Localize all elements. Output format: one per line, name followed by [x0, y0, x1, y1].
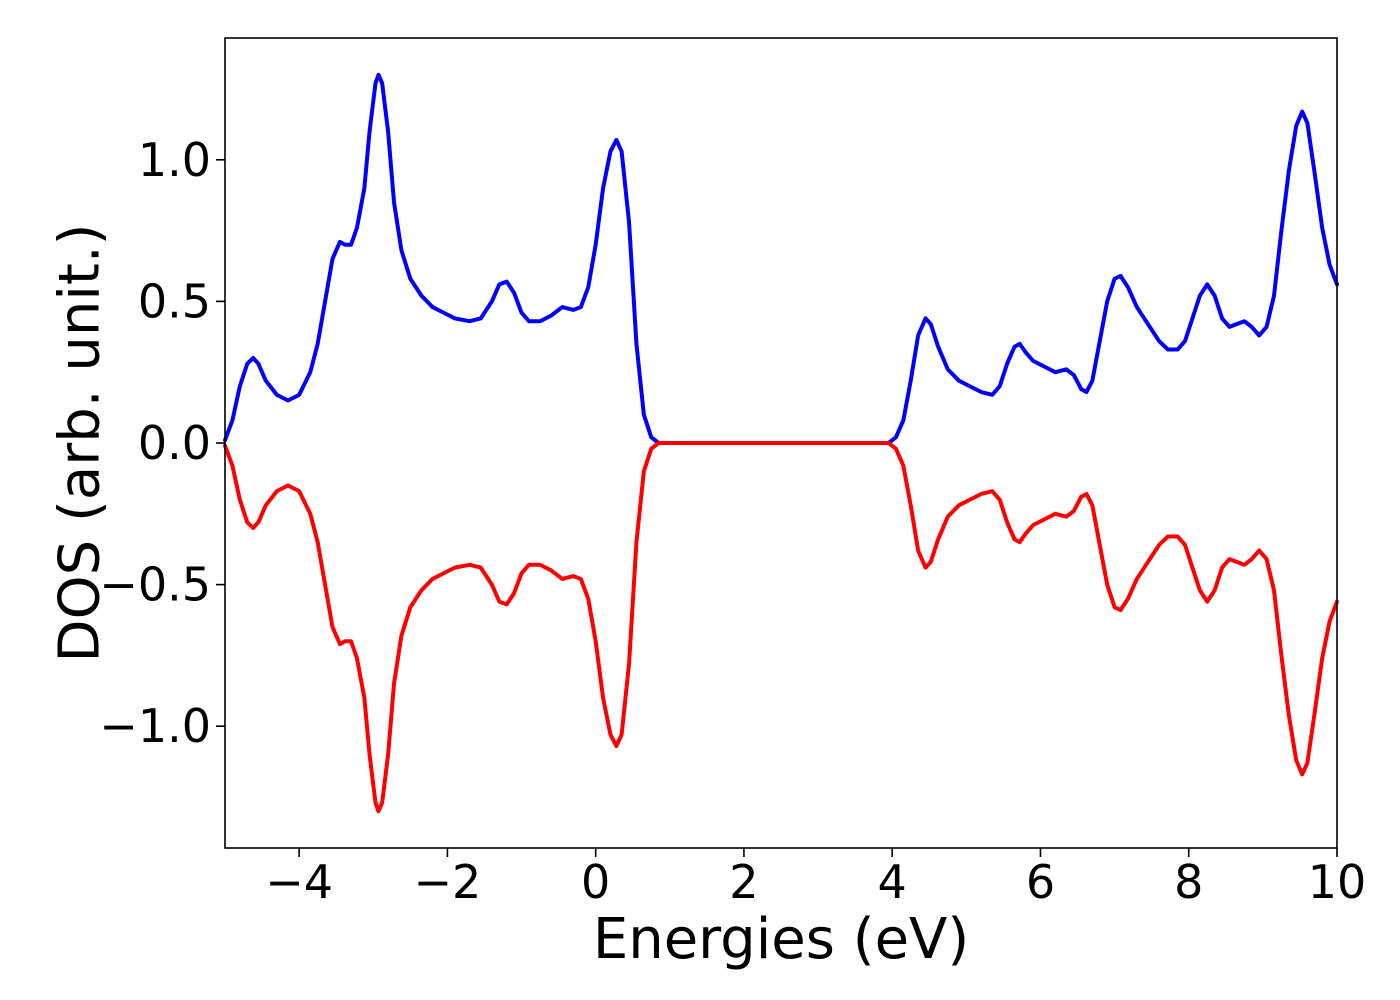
y-axis-title: DOS (arb. unit.)	[48, 223, 113, 662]
x-tick-label: 8	[1174, 855, 1203, 909]
series-line-0	[223, 72, 1339, 445]
x-tick-label: −2	[413, 855, 481, 909]
x-tick-label: −4	[265, 855, 333, 909]
y-tick-label: 0.0	[138, 416, 211, 470]
series-layer	[223, 72, 1339, 814]
x-tick-label: 0	[581, 855, 610, 909]
x-tick-label: 6	[1026, 855, 1055, 909]
y-tick-label: −0.5	[99, 558, 211, 612]
x-axis-title: Energies (eV)	[593, 907, 969, 972]
x-tick-label: 4	[878, 855, 907, 909]
y-tick-label: −1.0	[99, 699, 211, 753]
y-tick-label: 0.5	[138, 274, 211, 328]
plot-frame	[224, 37, 1338, 849]
ticks-layer: −4 −2 0 2 4 6 8 10 −1.0 −0.5 0.0 0.5 1.0	[99, 133, 1366, 909]
x-tick-label: 2	[729, 855, 758, 909]
series-line-1	[223, 441, 1339, 814]
y-tick-label: 1.0	[138, 133, 211, 187]
x-tick-label: 10	[1308, 855, 1367, 909]
